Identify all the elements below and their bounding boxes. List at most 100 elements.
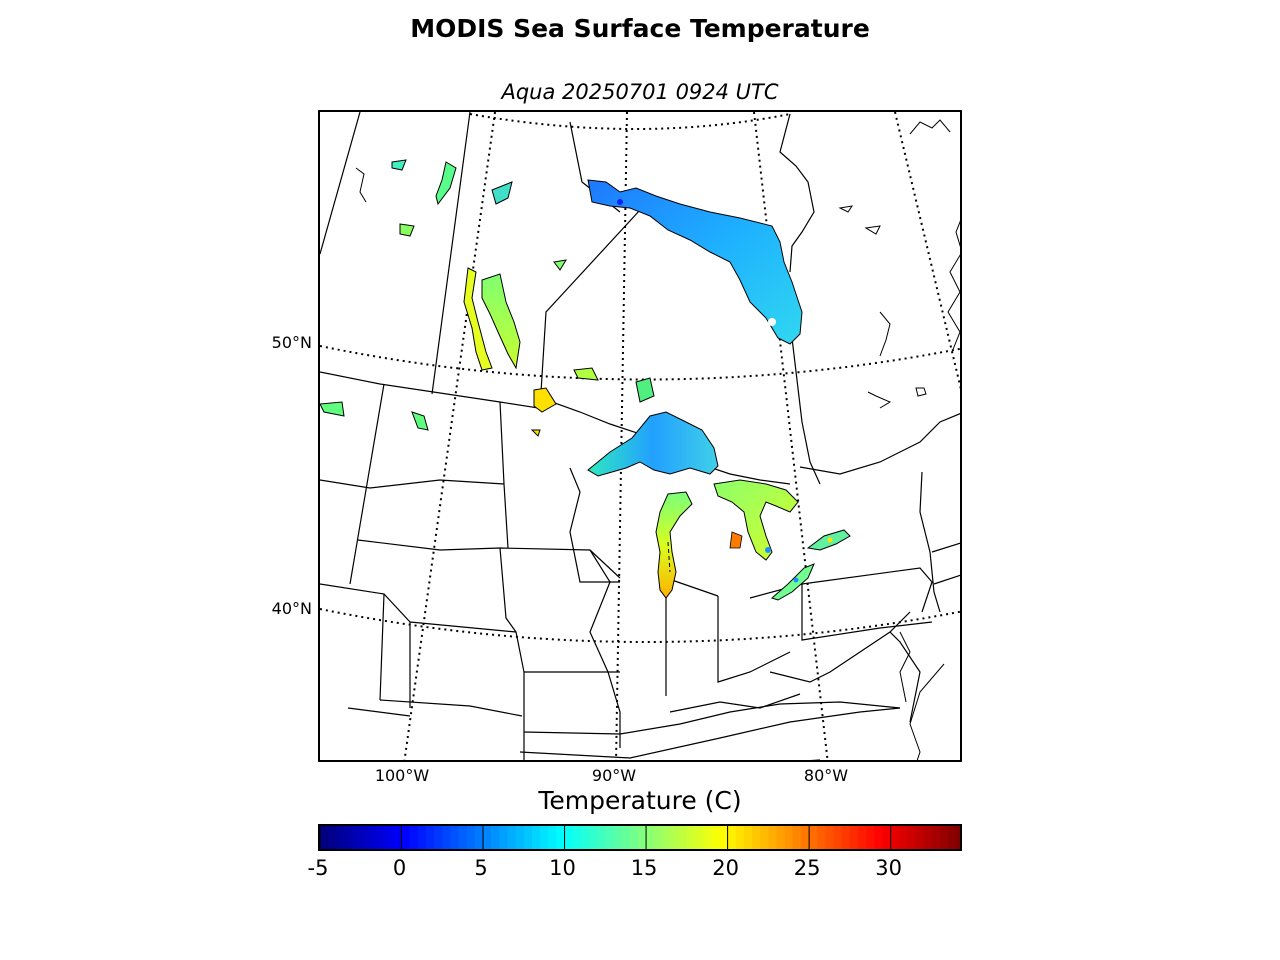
chart-subtitle: Aqua 20250701 0924 UTC <box>501 80 779 104</box>
colorbar-swatch <box>556 826 566 849</box>
hudson-bay <box>587 179 803 345</box>
colorbar-swatch <box>792 826 802 849</box>
coastline <box>355 119 960 760</box>
colorbar-swatch <box>466 826 476 849</box>
colorbar-swatch <box>352 826 362 849</box>
colorbar-swatch <box>931 826 941 849</box>
colorbar-swatch <box>809 826 818 849</box>
lake-erie <box>771 563 815 601</box>
colorbar-swatch <box>703 826 712 849</box>
colorbar-swatch <box>377 826 386 849</box>
colorbar-swatch <box>385 826 394 849</box>
colorbar-swatches <box>320 826 960 849</box>
colorbar-swatch <box>540 826 549 849</box>
colorbar-swatch <box>572 826 582 849</box>
colorbar-swatch <box>915 826 924 849</box>
colorbar-swatch <box>874 826 884 849</box>
colorbar-swatch <box>360 826 370 849</box>
colorbar-swatch <box>662 826 672 849</box>
colorbar-tick-label: 10 <box>549 856 576 880</box>
colorbar <box>318 824 962 851</box>
lake-ontario <box>806 529 851 551</box>
colorbar-swatch <box>531 826 541 849</box>
colorbar-tick-label: 20 <box>712 856 739 880</box>
lon-label-90w: 90°W <box>591 766 637 785</box>
colorbar-swatch <box>939 826 949 849</box>
colorbar-swatch <box>654 826 663 849</box>
colorbar-swatch <box>589 826 598 849</box>
colorbar-swatch <box>523 826 533 849</box>
colorbar-swatch <box>409 826 419 849</box>
colorbar-swatch <box>401 826 411 849</box>
ontario-lakes <box>320 367 655 437</box>
colorbar-swatch <box>955 826 960 849</box>
longitude-lines <box>403 112 960 760</box>
colorbar-swatch <box>417 826 427 849</box>
colorbar-swatch <box>817 826 827 849</box>
colorbar-swatch <box>743 826 753 849</box>
colorbar-swatch <box>450 826 460 849</box>
lake-huron <box>713 479 799 561</box>
colorbar-swatch <box>393 826 403 849</box>
colorbar-tick-label: 5 <box>474 856 488 880</box>
map-frame <box>318 110 962 762</box>
manitoba-lakes <box>391 159 567 371</box>
colorbar-swatch <box>866 826 875 849</box>
colorbar-swatch <box>841 826 851 849</box>
colorbar-swatch <box>735 826 745 849</box>
colorbar-swatch <box>646 826 655 849</box>
colorbar-tick-label: 30 <box>875 856 902 880</box>
colorbar-swatch <box>719 826 729 849</box>
colorbar-swatch <box>597 826 606 849</box>
colorbar-swatch <box>882 826 892 849</box>
colorbar-swatch <box>711 826 721 849</box>
colorbar-swatch <box>344 826 354 849</box>
colorbar-swatch <box>425 826 435 849</box>
lake-michigan <box>655 491 693 599</box>
lon-label-100w: 100°W <box>374 766 430 785</box>
colorbar-swatch <box>442 826 452 849</box>
colorbar-swatch <box>947 826 957 849</box>
colorbar-swatch <box>368 826 378 849</box>
lon-label-80w: 80°W <box>803 766 849 785</box>
colorbar-swatch <box>499 826 509 849</box>
colorbar-tick-label: 0 <box>392 856 407 880</box>
colorbar-swatch <box>849 826 859 849</box>
colorbar-swatch <box>328 826 337 849</box>
colorbar-swatch <box>784 826 794 849</box>
colorbar-swatch <box>458 826 468 849</box>
lat-label-40: 40°N <box>271 599 312 618</box>
colorbar-swatch <box>906 826 916 849</box>
colorbar-swatch <box>629 826 639 849</box>
colorbar-swatch <box>548 826 557 849</box>
colorbar-swatch <box>434 826 443 849</box>
colorbar-swatch <box>776 826 786 849</box>
colorbar-title: Temperature (C) <box>538 786 742 815</box>
colorbar-swatch <box>800 826 810 849</box>
colorbar-swatch <box>637 826 647 849</box>
colorbar-tick-label: 25 <box>793 856 821 880</box>
colorbar-swatch <box>515 826 525 849</box>
lat-label-50: 50°N <box>271 333 312 352</box>
chart-title: MODIS Sea Surface Temperature <box>410 14 870 43</box>
colorbar-swatch <box>858 826 867 849</box>
colorbar-swatch <box>752 826 761 849</box>
colorbar-swatch <box>507 826 517 849</box>
lake-superior <box>587 411 719 477</box>
colorbar-swatch <box>833 826 843 849</box>
colorbar-swatch <box>686 826 696 849</box>
colorbar-swatch <box>678 826 688 849</box>
colorbar-swatch <box>670 826 680 849</box>
colorbar-swatch <box>483 826 492 849</box>
colorbar-swatch <box>605 826 615 849</box>
colorbar-swatch <box>621 826 631 849</box>
colorbar-swatch <box>694 826 704 849</box>
colorbar-swatch <box>580 826 590 849</box>
colorbar-swatch <box>768 826 778 849</box>
colorbar-tick-label: 15 <box>630 856 658 880</box>
colorbar-swatch <box>898 826 908 849</box>
colorbar-swatch <box>336 826 346 849</box>
map-canvas <box>320 112 960 760</box>
colorbar-swatch <box>923 826 932 849</box>
colorbar-swatch <box>890 826 900 849</box>
